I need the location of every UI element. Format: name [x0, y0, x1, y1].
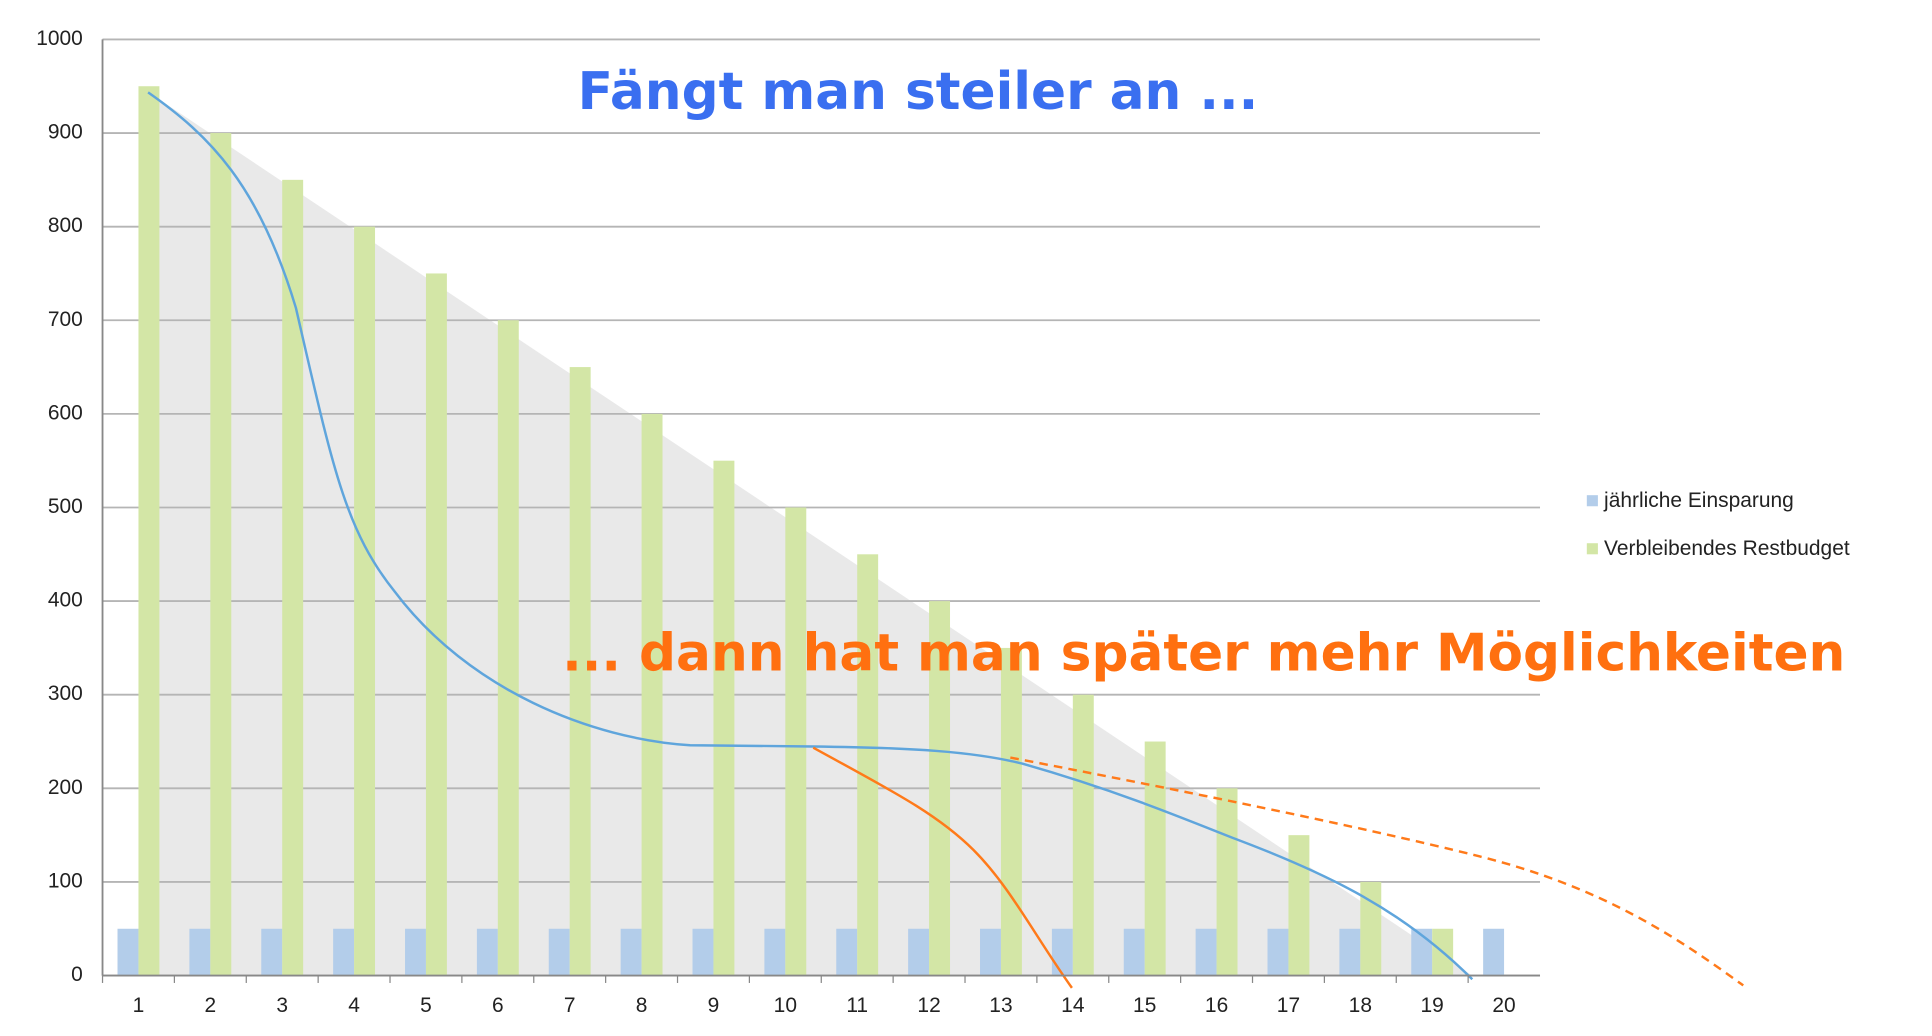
bar: [620, 928, 642, 976]
x-tick-label: 15: [1133, 994, 1156, 1017]
bar: [497, 320, 519, 976]
legend-label: jährliche Einsparung: [1603, 489, 1794, 512]
bar: [354, 226, 376, 976]
x-tick-label: 8: [636, 994, 648, 1017]
bar: [569, 367, 591, 976]
bar: [980, 928, 1001, 976]
bar: [1072, 694, 1094, 976]
legend-swatch: [1586, 495, 1598, 507]
x-tick-label: 9: [708, 994, 720, 1017]
annotation: ... dann hat man später mehr Möglichkeit…: [562, 624, 1845, 684]
y-tick-label: 400: [48, 589, 83, 612]
x-tick-label: 11: [846, 994, 868, 1017]
x-tick-label: 14: [1061, 994, 1085, 1017]
bar: [692, 928, 714, 976]
x-tick-label: 7: [564, 994, 576, 1017]
bar: [189, 928, 211, 976]
x-tick-label: 10: [774, 994, 797, 1017]
bar: [476, 928, 498, 976]
bar: [210, 133, 232, 976]
bar: [908, 928, 930, 976]
bar: [425, 273, 447, 976]
bar: [1216, 788, 1238, 976]
x-tick-label: 13: [989, 994, 1012, 1017]
x-tick-label: 5: [420, 994, 432, 1017]
x-tick-label: 16: [1205, 994, 1228, 1017]
x-tick-label: 17: [1277, 994, 1300, 1017]
y-tick-label: 100: [48, 869, 83, 892]
bar: [1144, 741, 1166, 976]
x-tick-label: 1: [133, 994, 145, 1017]
x-tick-label: 2: [205, 994, 217, 1017]
bar: [1267, 928, 1289, 976]
dashed-curve: [1010, 756, 1744, 987]
bar: [138, 86, 160, 976]
y-tick-label: 800: [48, 214, 83, 237]
bar: [1123, 928, 1145, 976]
y-tick-label: 300: [48, 682, 83, 705]
y-tick-label: 0: [71, 963, 83, 986]
x-tick-label: 19: [1421, 994, 1444, 1017]
bar: [857, 554, 879, 976]
y-tick-label: 200: [48, 776, 83, 799]
bar: [785, 507, 807, 976]
y-tick-label: 600: [48, 401, 83, 424]
x-tick-label: 6: [492, 994, 504, 1017]
bar: [1288, 835, 1310, 976]
legend-label: Verbleibendes Restbudget: [1604, 537, 1850, 560]
annotation: Fängt man steiler an ...: [578, 62, 1259, 122]
bar: [641, 413, 663, 976]
bar: [405, 928, 426, 976]
bar: [1000, 647, 1022, 976]
bar: [1051, 928, 1073, 976]
bar: [1195, 928, 1217, 976]
bar: [282, 179, 304, 976]
x-tick-label: 20: [1492, 994, 1515, 1017]
x-tick-label: 12: [917, 994, 940, 1017]
y-tick-label: 900: [48, 121, 83, 144]
steep-curve: [812, 746, 1073, 989]
legend-swatch: [1586, 543, 1598, 555]
bar: [261, 928, 283, 976]
bar: [836, 928, 858, 976]
x-tick-label: 4: [348, 994, 360, 1017]
x-tick-label: 3: [276, 994, 288, 1017]
bar: [929, 601, 951, 976]
bar: [1339, 928, 1361, 976]
y-tick-label: 1000: [36, 27, 83, 50]
bar: [764, 928, 786, 976]
trend-curve: [147, 91, 1474, 981]
bar: [333, 928, 355, 976]
x-tick-label: 18: [1349, 994, 1372, 1017]
bar: [548, 928, 570, 976]
y-tick-label: 700: [48, 308, 83, 331]
bar: [117, 928, 139, 976]
bar: [1483, 928, 1505, 976]
y-tick-label: 500: [48, 495, 83, 518]
bar: [713, 460, 735, 976]
